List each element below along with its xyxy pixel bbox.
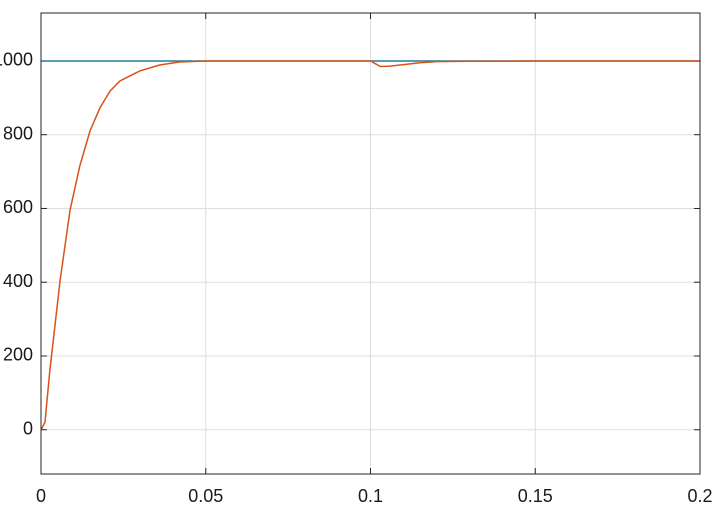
y-tick-label: 0 — [23, 418, 33, 438]
line-series — [40, 60, 700, 431]
x-tick-label: 0.1 — [358, 486, 383, 506]
x-tick-label: 0.2 — [687, 486, 712, 506]
y-tick-label: 800 — [3, 123, 33, 143]
x-tick-label: 0.15 — [518, 486, 553, 506]
plot-frame — [40, 12, 701, 475]
y-tick-label: 600 — [3, 197, 33, 217]
y-tick-label: 400 — [3, 271, 33, 291]
x-tick-label: 0.05 — [188, 486, 223, 506]
x-tick-label: 0 — [36, 486, 46, 506]
y-tick-label: 200 — [3, 345, 33, 365]
y-tick-label: 1000 — [0, 50, 33, 70]
